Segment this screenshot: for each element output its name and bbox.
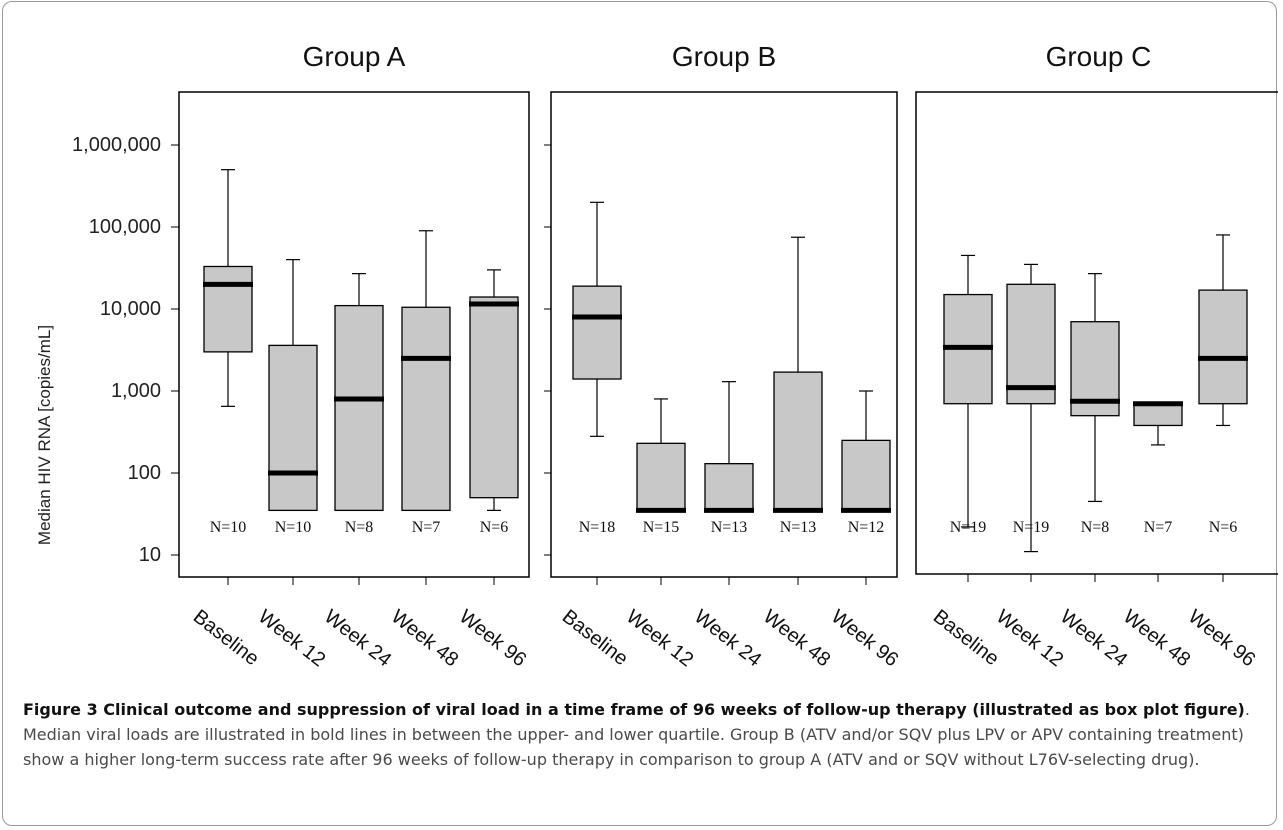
x-tick-label: Baseline [189,606,263,671]
caption-bold-title: Figure 3 Clinical outcome and suppressio… [23,700,1245,719]
n-label: N=13 [711,519,748,536]
n-label: N=10 [210,519,247,536]
x-tick-label: Week 24 [690,606,765,672]
iqr-box [636,442,686,512]
x-tick-label: Baseline [929,606,1003,671]
iqr-box [401,306,451,512]
iqr-box [469,296,519,499]
box-3: N=7 Week 48 [1119,401,1194,672]
x-tick-label: Week 12 [992,606,1067,672]
n-label: N=19 [1013,519,1050,536]
box-3: N=7 Week 48 [387,230,462,672]
iqr-box [203,265,253,353]
x-tick-label: Week 12 [622,606,697,672]
iqr-box [334,304,384,512]
iqr-box [1133,403,1183,427]
panel-a: Group A N=10 Baseline N=10 Week 12 N=8 Week 24… [171,41,530,671]
panel-title: Group B [672,41,776,72]
y-tick-label: 1,000,000 [72,134,161,156]
y-tick-label: 100,000 [89,216,161,238]
x-tick-label: Week 24 [1056,606,1131,672]
box-1: N=19 Week 12 [992,263,1067,672]
y-tick-label: 100 [128,462,161,484]
iqr-box [704,463,754,512]
box-2: N=13 Week 24 [690,381,765,672]
panel-b: Group B N=18 Baseline N=15 Week 12 N=13 Week 2… [544,41,902,671]
iqr-box [268,344,318,512]
y-tick-label: 10,000 [100,298,161,320]
box-3: N=13 Week 48 [759,236,834,672]
iqr-box [1006,283,1056,405]
panel-frame [915,91,1278,575]
iqr-box [773,371,823,512]
x-tick-label: Baseline [558,606,632,671]
x-tick-label: Week 48 [387,606,462,672]
n-label: N=8 [345,519,374,536]
box-2: N=8 Week 24 [1056,273,1131,672]
n-label: N=15 [643,519,680,536]
n-label: N=7 [1144,519,1173,536]
n-label: N=8 [1081,519,1110,536]
box-plot-chart: Median HIV RNA [copies/mL] 10 100 1,000 10,0… [35,41,1278,672]
x-tick-label: Week 96 [1184,606,1259,672]
y-axis-label: Median HIV RNA [copies/mL] [35,325,54,545]
x-tick-label: Week 12 [254,606,329,672]
n-label: N=7 [412,519,441,536]
panel-title: Group C [1046,41,1152,72]
panel-title: Group A [303,41,406,72]
box-2: N=8 Week 24 [320,273,395,672]
iqr-box [572,285,622,380]
panel-frame [178,91,530,578]
box-0: N=18 Baseline [558,201,632,671]
iqr-box [841,439,891,512]
box-4: N=6 Week 96 [1184,234,1259,672]
y-tick-label: 1,000 [111,380,161,402]
x-tick-label: Week 48 [759,606,834,672]
box-1: N=10 Week 12 [254,259,329,672]
x-tick-label: Week 24 [320,606,395,672]
n-label: N=12 [848,519,885,536]
n-label: N=6 [480,519,509,536]
panel-c: Group C N=19 Baseline N=19 Week 12 N=8 Week 24… [915,41,1278,672]
x-tick-label: Week 48 [1119,606,1194,672]
caption-text: . Median viral loads are illustrated in … [23,700,1250,769]
panel-frame [550,91,898,578]
n-label: N=18 [579,519,616,536]
y-tick-label: 10 [139,544,161,566]
n-label: N=6 [1209,519,1238,536]
box-4: N=6 Week 96 [455,269,530,672]
box-0: N=19 Baseline [929,254,1003,671]
iqr-box [1198,289,1248,405]
n-label: N=13 [780,519,817,536]
figure-caption: Figure 3 Clinical outcome and suppressio… [23,697,1273,772]
n-label: N=10 [275,519,312,536]
x-tick-label: Week 96 [827,606,902,672]
box-1: N=15 Week 12 [622,398,697,672]
box-0: N=10 Baseline [189,169,263,671]
box-4: N=12 Week 96 [827,390,902,672]
x-tick-label: Week 96 [455,606,530,672]
n-label: N=19 [950,519,987,536]
